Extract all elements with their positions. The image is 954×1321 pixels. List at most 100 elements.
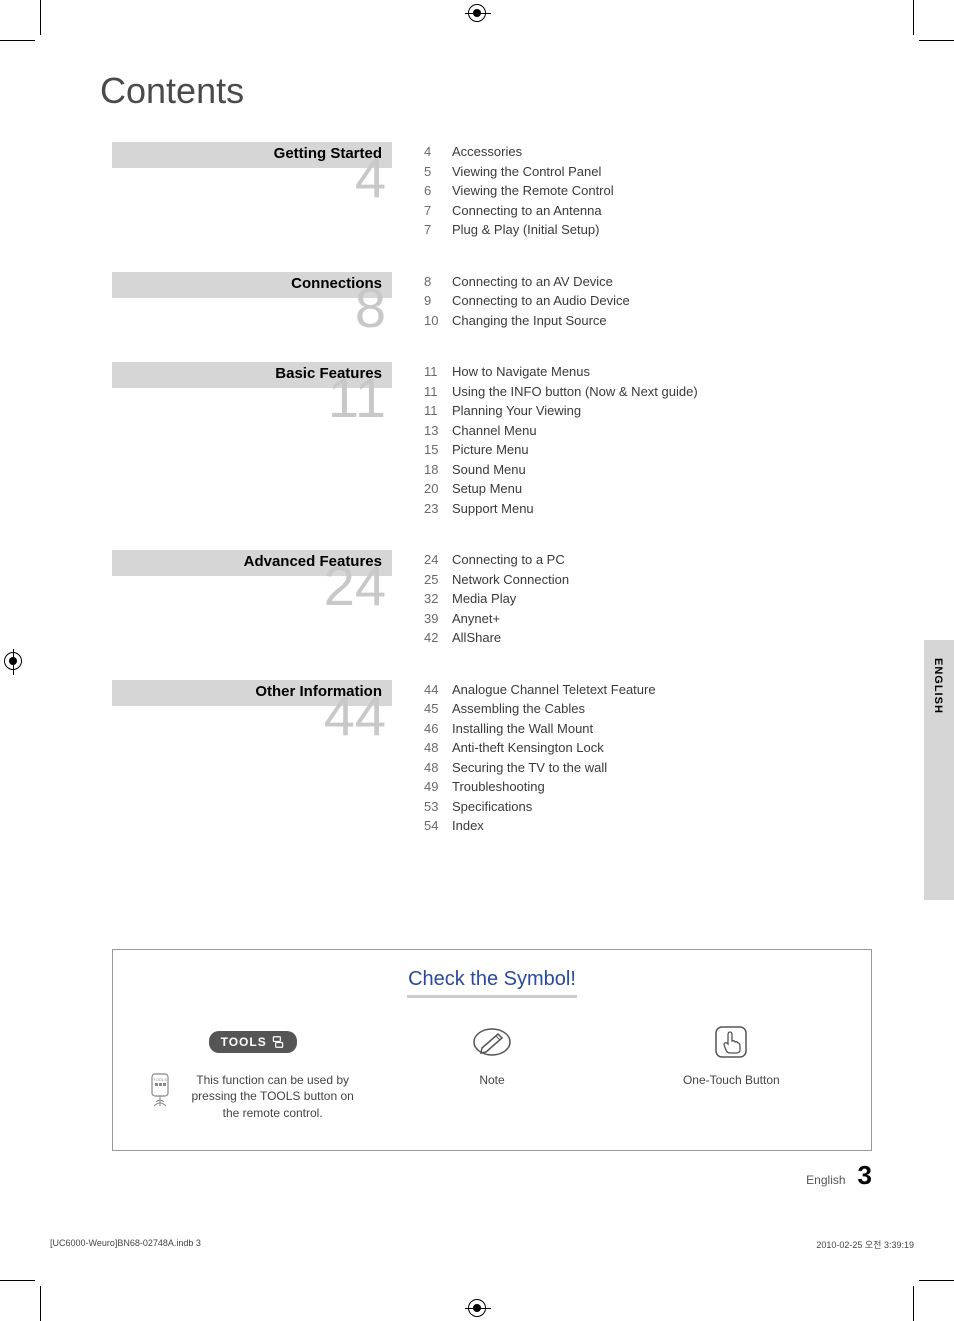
toc-item-text: Index bbox=[452, 816, 884, 836]
toc-items: 24Connecting to a PC25Network Connection… bbox=[424, 550, 884, 648]
toc-item-page: 13 bbox=[424, 421, 452, 441]
toc-item-page: 42 bbox=[424, 628, 452, 648]
toc-section-startpage: 44 bbox=[324, 688, 386, 744]
svg-text:TOOLS: TOOLS bbox=[153, 1077, 167, 1082]
toc-items: 11How to Navigate Menus11Using the INFO … bbox=[424, 362, 884, 518]
toc-item-text: Channel Menu bbox=[452, 421, 884, 441]
toc-item-text: Network Connection bbox=[452, 570, 884, 590]
toc-item: 20Setup Menu bbox=[424, 479, 884, 499]
registration-mark-icon bbox=[4, 652, 22, 670]
toc-item-text: AllShare bbox=[452, 628, 884, 648]
toc-item-page: 9 bbox=[424, 291, 452, 311]
toc-item-text: Viewing the Control Panel bbox=[452, 162, 884, 182]
toc-item: 8Connecting to an AV Device bbox=[424, 272, 884, 292]
toc-item-page: 11 bbox=[424, 401, 452, 421]
toc-item-page: 25 bbox=[424, 570, 452, 590]
toc-item: 54Index bbox=[424, 816, 884, 836]
toc-item-page: 45 bbox=[424, 699, 452, 719]
toc-item-text: Anti-theft Kensington Lock bbox=[452, 738, 884, 758]
page-number: English 3 bbox=[806, 1160, 872, 1191]
toc-item-text: Installing the Wall Mount bbox=[452, 719, 884, 739]
toc-item-page: 15 bbox=[424, 440, 452, 460]
symbol-tools: TOOLS TOOLS This function can be used by… bbox=[133, 1024, 372, 1122]
toc-item: 45Assembling the Cables bbox=[424, 699, 884, 719]
toc-item-page: 23 bbox=[424, 499, 452, 519]
page-number-value: 3 bbox=[858, 1160, 872, 1191]
toc-section-header: Getting Started4 bbox=[112, 142, 392, 168]
toc-item: 23Support Menu bbox=[424, 499, 884, 519]
print-footer-left: [UC6000-Weuro]BN68-02748A.indb 3 bbox=[50, 1238, 201, 1251]
toc-item-text: Support Menu bbox=[452, 499, 884, 519]
toc-items: 44Analogue Channel Teletext Feature45Ass… bbox=[424, 680, 884, 836]
toc-items: 4Accessories5Viewing the Control Panel6V… bbox=[424, 142, 884, 240]
toc-item: 9Connecting to an Audio Device bbox=[424, 291, 884, 311]
toc-item-text: Media Play bbox=[452, 589, 884, 609]
toc-section: Other Information4444Analogue Channel Te… bbox=[112, 680, 884, 836]
toc-item: 24Connecting to a PC bbox=[424, 550, 884, 570]
toc-item: 13Channel Menu bbox=[424, 421, 884, 441]
print-footer-right: 2010-02-25 오전 3:39:19 bbox=[816, 1238, 914, 1251]
toc-section-startpage: 11 bbox=[328, 370, 386, 426]
language-tab-label: ENGLISH bbox=[932, 658, 944, 714]
toc-item-page: 32 bbox=[424, 589, 452, 609]
toc-item: 7Plug & Play (Initial Setup) bbox=[424, 220, 884, 240]
toc-item-text: Picture Menu bbox=[452, 440, 884, 460]
toc-section-startpage: 24 bbox=[324, 558, 386, 614]
toc-item-text: Setup Menu bbox=[452, 479, 884, 499]
toc-item-text: Securing the TV to the wall bbox=[452, 758, 884, 778]
toc-section-startpage: 4 bbox=[355, 150, 386, 206]
toc-item: 39Anynet+ bbox=[424, 609, 884, 629]
toc-item-text: Sound Menu bbox=[452, 460, 884, 480]
toc-item: 46Installing the Wall Mount bbox=[424, 719, 884, 739]
toc-section-header: Basic Features11 bbox=[112, 362, 392, 388]
print-footer: [UC6000-Weuro]BN68-02748A.indb 3 2010-02… bbox=[50, 1238, 914, 1251]
toc-item-page: 11 bbox=[424, 382, 452, 402]
toc-item: 5Viewing the Control Panel bbox=[424, 162, 884, 182]
toc-item-page: 48 bbox=[424, 758, 452, 778]
toc-item-page: 8 bbox=[424, 272, 452, 292]
hand-press-icon bbox=[714, 1025, 748, 1059]
toc-item-page: 4 bbox=[424, 142, 452, 162]
toc-item: 4Accessories bbox=[424, 142, 884, 162]
toc-item-text: Specifications bbox=[452, 797, 884, 817]
toc-section: Advanced Features2424Connecting to a PC2… bbox=[112, 550, 884, 648]
toc-item-text: Connecting to an AV Device bbox=[452, 272, 884, 292]
toc-section-startpage: 8 bbox=[355, 280, 386, 336]
toc-item: 48Anti-theft Kensington Lock bbox=[424, 738, 884, 758]
toc-item: 11Planning Your Viewing bbox=[424, 401, 884, 421]
toc-item: 15Picture Menu bbox=[424, 440, 884, 460]
toc-item: 44Analogue Channel Teletext Feature bbox=[424, 680, 884, 700]
check-symbol-box: Check the Symbol! TOOLS TOOLS bbox=[112, 949, 872, 1151]
pencil-icon bbox=[472, 1026, 512, 1058]
toc-item: 11How to Navigate Menus bbox=[424, 362, 884, 382]
toc-item-text: Planning Your Viewing bbox=[452, 401, 884, 421]
toc-item-page: 7 bbox=[424, 220, 452, 240]
symbol-box-title: Check the Symbol! bbox=[133, 968, 851, 991]
toc-item-text: Connecting to a PC bbox=[452, 550, 884, 570]
toc-item-text: Connecting to an Antenna bbox=[452, 201, 884, 221]
toc-section-header: Connections8 bbox=[112, 272, 392, 298]
toc-item: 7Connecting to an Antenna bbox=[424, 201, 884, 221]
toc-item: 18Sound Menu bbox=[424, 460, 884, 480]
page-number-lang: English bbox=[806, 1173, 845, 1187]
symbol-tools-caption: This function can be used by pressing th… bbox=[188, 1072, 358, 1122]
toc-item: 10Changing the Input Source bbox=[424, 311, 884, 331]
registration-mark-icon bbox=[468, 4, 486, 22]
toc-item: 49Troubleshooting bbox=[424, 777, 884, 797]
toc-item-text: How to Navigate Menus bbox=[452, 362, 884, 382]
toc-item: 42AllShare bbox=[424, 628, 884, 648]
toc-item-page: 46 bbox=[424, 719, 452, 739]
toc-item-text: Using the INFO button (Now & Next guide) bbox=[452, 382, 884, 402]
toc-item-text: Viewing the Remote Control bbox=[452, 181, 884, 201]
toc-item: 32Media Play bbox=[424, 589, 884, 609]
toc-item-page: 44 bbox=[424, 680, 452, 700]
toc-item: 53Specifications bbox=[424, 797, 884, 817]
symbol-onetouch-caption: One-Touch Button bbox=[683, 1072, 780, 1089]
toc-section: Getting Started4 4Accessories5Viewing the… bbox=[112, 142, 884, 240]
toc-item-page: 5 bbox=[424, 162, 452, 182]
toc-item-text: Assembling the Cables bbox=[452, 699, 884, 719]
toc-item: 25Network Connection bbox=[424, 570, 884, 590]
toc-item: 48Securing the TV to the wall bbox=[424, 758, 884, 778]
toc-item-page: 54 bbox=[424, 816, 452, 836]
toc-item-text: Changing the Input Source bbox=[452, 311, 884, 331]
